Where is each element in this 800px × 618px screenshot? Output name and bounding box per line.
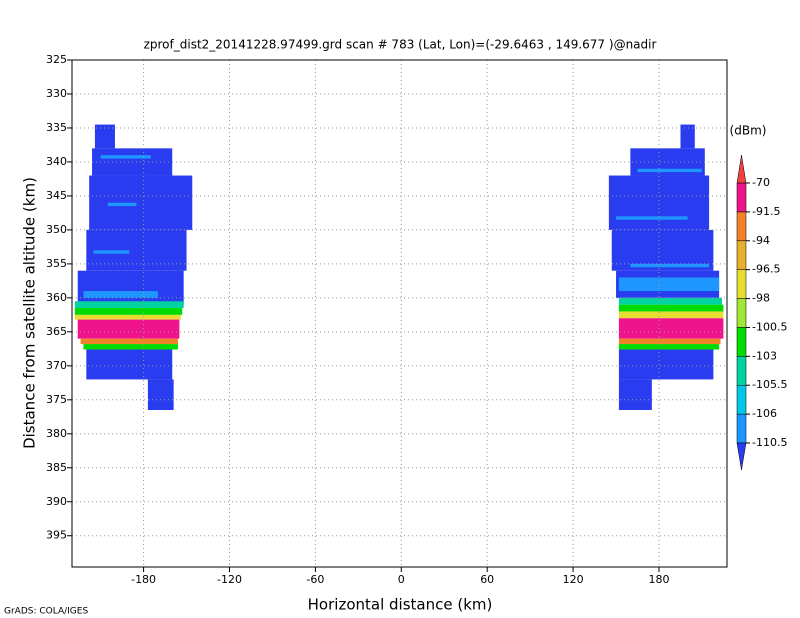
- colorbar-segment: [736, 384, 747, 415]
- colorbar-label: -70: [752, 176, 770, 189]
- x-axis-label: Horizontal distance (km): [308, 596, 493, 614]
- colorbar-segment: [736, 182, 747, 213]
- heatmap-cell: [86, 349, 173, 380]
- colorbar-segment: [736, 356, 747, 386]
- heatmap-cell: [83, 291, 158, 298]
- heatmap-cell: [680, 124, 695, 149]
- heatmap-cell: [74, 308, 183, 315]
- y-tick-label: 380: [46, 427, 67, 440]
- colorbar-label: -110.5: [752, 436, 787, 449]
- colorbar-label: -103: [752, 349, 777, 362]
- y-tick-label: 355: [46, 257, 67, 270]
- x-tick-label: -180: [131, 573, 156, 586]
- heatmap-cell: [618, 344, 720, 350]
- colorbar-label: -98: [752, 292, 770, 305]
- heatmap-cell: [77, 270, 184, 305]
- heatmap-cell: [94, 124, 115, 149]
- colorbar-label: -106: [752, 407, 777, 420]
- x-tick-label: -120: [217, 573, 242, 586]
- y-tick-label: 375: [46, 393, 67, 406]
- y-tick-label: 385: [46, 461, 67, 474]
- colorbar-label: -100.5: [752, 320, 787, 333]
- colorbar-lower-triangle: [736, 442, 747, 471]
- colorbar-segment: [736, 327, 747, 357]
- heatmap-cell: [618, 318, 724, 339]
- heatmap-cell: [74, 301, 184, 309]
- heatmap-cell: [147, 379, 174, 411]
- y-tick-label: 370: [46, 359, 67, 372]
- heatmap-cell: [89, 175, 193, 230]
- heatmap-cell: [608, 175, 710, 230]
- colorbar-label: -91.5: [752, 205, 780, 218]
- y-tick-label: 325: [46, 53, 67, 66]
- heatmap-cell: [107, 202, 137, 207]
- heatmap-cell: [630, 263, 710, 268]
- y-tick-label: 345: [46, 189, 67, 202]
- heatmap-cell: [93, 250, 130, 254]
- colorbar-label: -96.5: [752, 263, 780, 276]
- x-tick-label: 120: [563, 573, 584, 586]
- colorbar-upper-triangle: [736, 154, 747, 184]
- plot-frame: [71, 59, 728, 568]
- heatmap-cell: [618, 311, 724, 319]
- heatmap-cell: [77, 319, 180, 339]
- colorbar-segment: [736, 240, 747, 270]
- heatmap-cell: [100, 155, 151, 159]
- y-tick-label: 340: [46, 155, 67, 168]
- y-tick-label: 395: [46, 529, 67, 542]
- y-tick-label: 335: [46, 121, 67, 134]
- y-tick-label: 365: [46, 325, 67, 338]
- footer: GrADS: COLA/IGES: [4, 607, 88, 617]
- heatmap-cell: [80, 338, 178, 345]
- heatmap-cell: [618, 379, 652, 411]
- x-tick-label: 180: [648, 573, 669, 586]
- heatmap-cell: [74, 314, 181, 320]
- x-tick-label: -60: [306, 573, 324, 586]
- colorbar-unit: (dBm): [730, 124, 767, 138]
- colorbar-segment: [736, 211, 747, 242]
- colorbar-segment: [736, 298, 747, 328]
- heatmap-cell: [83, 344, 178, 350]
- heatmap-cell: [616, 216, 688, 220]
- y-tick-label: 390: [46, 495, 67, 508]
- y-tick-label: 360: [46, 291, 67, 304]
- y-tick-label: 350: [46, 223, 67, 236]
- x-tick-label: 60: [480, 573, 494, 586]
- colorbar-label: -94: [752, 234, 770, 247]
- heatmap-cell: [618, 349, 714, 380]
- heatmap-cell: [618, 338, 721, 345]
- chart-title: zprof_dist2_20141228.97499.grd scan # 78…: [144, 38, 657, 52]
- colorbar-label: -105.5: [752, 378, 787, 391]
- heatmap-cell: [618, 297, 722, 305]
- colorbar-segment: [736, 269, 747, 299]
- y-tick-label: 330: [46, 87, 67, 100]
- x-tick-label: 0: [398, 573, 405, 586]
- heatmap-cell: [637, 168, 702, 173]
- heatmap-cell: [618, 277, 720, 292]
- y-axis-label: Distance from satellite altitude (km): [21, 177, 39, 449]
- heatmap-cell: [618, 304, 724, 312]
- colorbar-segment: [736, 413, 747, 444]
